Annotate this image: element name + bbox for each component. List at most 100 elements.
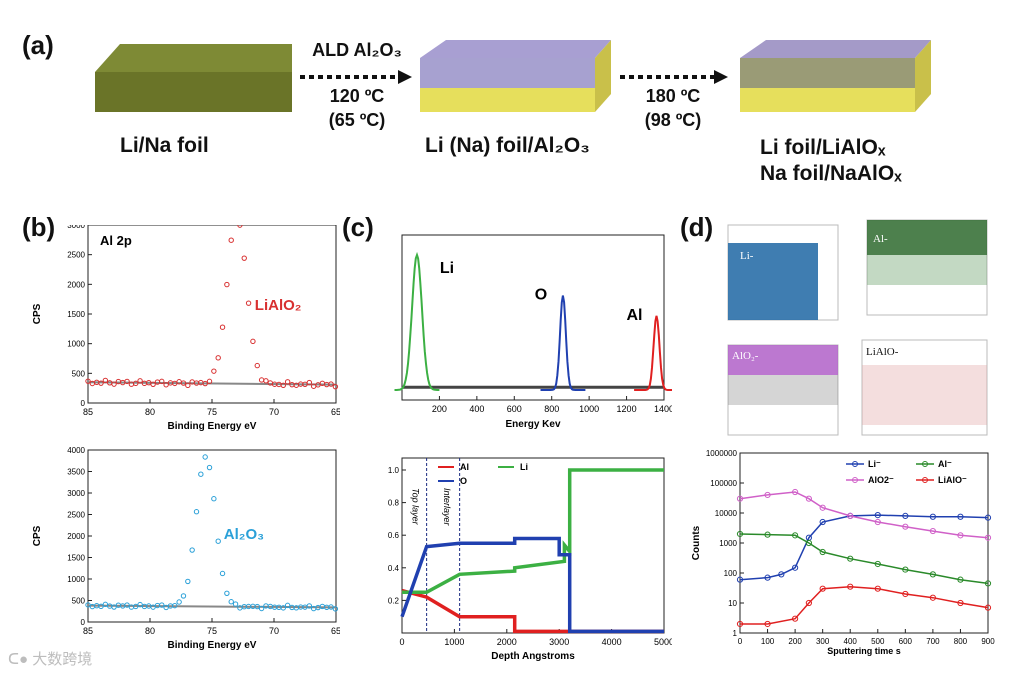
series-marker	[984, 580, 992, 587]
cube-al-label: Al-	[873, 233, 888, 245]
y-axis-title: CPS	[32, 525, 43, 546]
y-tick-label: 3500	[67, 468, 85, 477]
data-point	[102, 377, 109, 384]
y-tick-label: 1000	[67, 575, 85, 584]
x-tick-label: 800	[954, 637, 968, 646]
series-line-li	[402, 468, 664, 595]
x-tick-label: 80	[145, 626, 155, 636]
y-tick-label: 0	[81, 618, 86, 627]
y-tick-label: 0.6	[388, 531, 400, 540]
data-point	[254, 603, 260, 610]
peak-annotation: LiAlO₂	[255, 297, 302, 314]
arrow-ald	[300, 70, 412, 84]
data-point	[254, 362, 260, 369]
series-marker	[819, 585, 826, 592]
x-tick-label: 400	[844, 637, 858, 646]
data-point	[258, 377, 265, 383]
peak-label-o: O	[535, 287, 547, 304]
foil-alox-block	[740, 40, 931, 112]
series-marker	[902, 523, 909, 530]
data-point	[124, 602, 130, 608]
y-tick-label: 4000	[67, 446, 85, 455]
data-point	[102, 601, 109, 608]
data-point	[228, 599, 234, 605]
series-line	[739, 491, 989, 539]
cube-alo2	[727, 344, 839, 436]
step2-label: Li (Na) foil/Al₂O₃	[425, 134, 590, 157]
anneal-temp-na: (98 ºC)	[644, 110, 702, 130]
x-tick-label: 800	[544, 404, 559, 414]
series-marker	[874, 560, 881, 568]
y-tick-label: 3000	[67, 225, 85, 230]
peak-line-li	[394, 251, 440, 391]
region-label-top: Top layer	[410, 488, 420, 526]
ald-label: ALD Al₂O₃	[312, 40, 402, 60]
step1-label: Li/Na foil	[120, 134, 209, 157]
series-marker	[819, 504, 826, 511]
y-tick-label: 3000	[67, 489, 85, 498]
y-tick-label: 2500	[67, 251, 85, 260]
plot-frame	[87, 449, 337, 623]
legend-label: LiAlO⁻	[938, 475, 967, 485]
foil-block	[95, 44, 292, 112]
y-tick-label: 1	[733, 629, 738, 638]
series-marker	[984, 534, 992, 541]
series-marker	[874, 518, 881, 526]
data-point	[232, 601, 239, 607]
x-tick-label: 4000	[602, 637, 622, 647]
data-point	[219, 324, 226, 330]
panel-d-label: (d)	[680, 212, 714, 242]
data-point	[133, 380, 139, 387]
x-tick-label: 100	[761, 637, 775, 646]
xps-top-chart: 85 80 75 70 65 0 500 1000 1500 2000 2500 3000 Bindin…	[32, 225, 340, 432]
data-point	[302, 381, 308, 387]
y-tick-label: 0	[81, 399, 86, 408]
watermark: ᑕ● 大数跨境	[8, 648, 92, 669]
x-tick-label: 75	[207, 407, 217, 417]
y-tick-label: 100000	[710, 479, 737, 488]
series-marker	[874, 585, 881, 592]
x-axis-title: Binding Energy eV	[168, 421, 257, 432]
x-tick-label: 600	[507, 404, 522, 414]
series-marker	[847, 583, 854, 590]
series-line	[739, 533, 989, 585]
series-marker	[929, 571, 936, 578]
y-tick-label: 2000	[67, 280, 85, 289]
series-marker	[792, 488, 799, 496]
series-marker	[929, 513, 936, 520]
y-tick-label: 0.2	[388, 596, 400, 605]
panel-b-label: (b)	[22, 212, 56, 242]
data-point	[245, 300, 252, 306]
series-marker	[805, 539, 812, 547]
cube-lialo-label: LiAlO-	[866, 346, 899, 358]
data-point	[150, 381, 156, 387]
peak-line-o	[540, 295, 586, 391]
x-tick-label: 0	[738, 637, 743, 646]
cube-alo2-label: AlO₂-	[732, 350, 759, 362]
legend-label: O	[460, 476, 467, 486]
tof-sims-chart: 0 100 200 300 400 500 600 700 800 900 1 10 100 1000 10…	[691, 449, 995, 656]
legend-label: Al⁻	[938, 459, 952, 469]
legend-label: Li	[520, 462, 528, 472]
legend-label: AlO2⁻	[868, 475, 894, 485]
legend-marker	[922, 461, 928, 467]
data-point	[280, 382, 287, 388]
legend-marker	[922, 477, 928, 483]
x-tick-label: 700	[926, 637, 940, 646]
series-marker	[929, 527, 936, 535]
step3-label-na: Na foil/NaAlOₓ	[760, 162, 902, 185]
x-tick-label: 200	[788, 637, 802, 646]
y-tick-label: 1000000	[706, 449, 738, 458]
foil-al2o3-block	[420, 40, 611, 112]
data-point	[98, 380, 104, 386]
data-point	[237, 225, 243, 228]
panel-a-schematic	[95, 40, 931, 112]
series-marker	[847, 555, 854, 562]
y-tick-label: 1500	[67, 310, 85, 319]
data-point	[284, 602, 291, 609]
data-point	[206, 378, 213, 385]
series-marker	[805, 599, 812, 607]
x-tick-label: 0	[399, 637, 404, 647]
series-marker	[929, 594, 936, 601]
series-marker	[957, 599, 964, 607]
